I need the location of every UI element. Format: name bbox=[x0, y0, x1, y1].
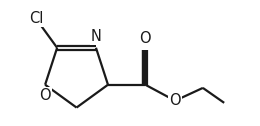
Text: O: O bbox=[169, 93, 181, 108]
Text: Cl: Cl bbox=[29, 11, 43, 26]
Text: O: O bbox=[39, 88, 51, 103]
Text: O: O bbox=[139, 31, 151, 46]
Text: N: N bbox=[90, 29, 101, 44]
